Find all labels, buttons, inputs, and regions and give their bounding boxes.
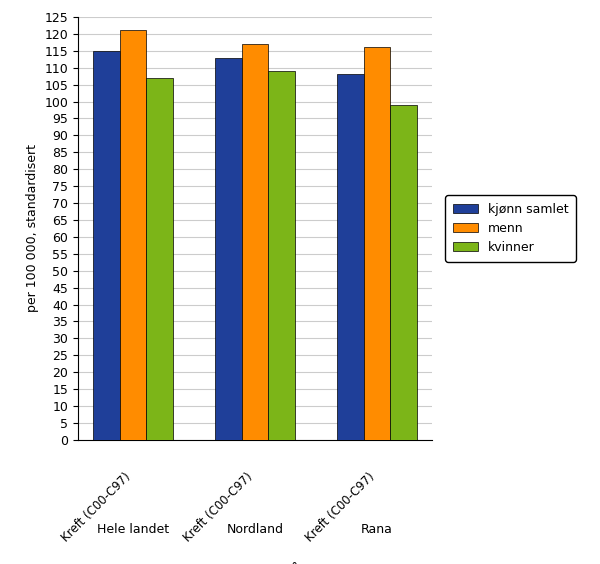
Bar bbox=[268, 71, 295, 440]
Text: Nordland: Nordland bbox=[227, 523, 284, 536]
Bar bbox=[119, 30, 146, 440]
Text: Hele landet: Hele landet bbox=[97, 523, 169, 536]
Bar bbox=[215, 58, 242, 440]
Text: Rana: Rana bbox=[361, 523, 393, 536]
Bar bbox=[337, 74, 364, 440]
Text: Kreft (C00-C97): Kreft (C00-C97) bbox=[303, 470, 377, 545]
Text: Kreft (C00-C97): Kreft (C00-C97) bbox=[181, 470, 255, 545]
Bar bbox=[364, 47, 391, 440]
Legend: kjønn samlet, menn, kvinner: kjønn samlet, menn, kvinner bbox=[445, 195, 576, 262]
Text: Kreft (C00-C97): Kreft (C00-C97) bbox=[59, 470, 133, 545]
Bar bbox=[92, 51, 119, 440]
Bar bbox=[146, 78, 173, 440]
Text: Geografi / Dødsårsak: Geografi / Dødsårsak bbox=[182, 562, 328, 564]
Bar bbox=[242, 44, 268, 440]
Y-axis label: per 100 000, standardisert: per 100 000, standardisert bbox=[26, 144, 39, 312]
Bar bbox=[391, 105, 418, 440]
